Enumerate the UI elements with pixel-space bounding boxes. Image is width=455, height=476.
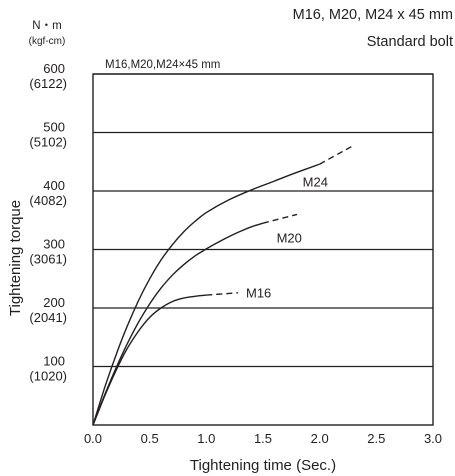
x-tick-labels: 0.0 0.5 1.0 1.5 2.0 2.5 3.0 [84, 431, 442, 446]
chart-title-line1: M16, M20, M24 x 45 mm [293, 7, 453, 23]
x-axis-label: Tightening time (Sec.) [190, 457, 336, 474]
series-line-m16 [92, 294, 207, 426]
series-line-m20 [92, 222, 264, 426]
series-line-m24 [92, 163, 320, 426]
y-axis-label: Tightening torque [7, 200, 24, 316]
chart-title-line2: Standard bolt [367, 34, 453, 50]
series-label-m20: M20 [277, 230, 302, 245]
chart-inner-title: M16,M20,M24×45 mm [105, 59, 220, 71]
x-tick-label: 2.0 [311, 431, 329, 446]
series-label-m16: M16 [246, 285, 271, 300]
series-dashed-m16 [206, 292, 239, 296]
y-tick-label: 600 [43, 61, 65, 76]
y-tick-label: 200 [43, 295, 65, 310]
y-tick-sublabel: (4082) [29, 193, 67, 208]
x-tick-label: 2.5 [367, 431, 385, 446]
x-tick-label: 0.0 [84, 431, 102, 446]
series-dashed-m20 [262, 213, 298, 224]
y-tick-sublabel: (6122) [29, 76, 67, 91]
series-lines [92, 144, 355, 426]
x-tick-label: 0.5 [141, 431, 159, 446]
y-tick-label: 500 [43, 120, 65, 135]
plot-frame [92, 73, 434, 426]
y-tick-labels: 100(1020)200(2041)300(3061)400(4082)500(… [29, 61, 67, 384]
grid-lines [93, 73, 433, 368]
series-label-m24: M24 [303, 174, 328, 189]
x-tick-label: 1.0 [197, 431, 215, 446]
y-unit-primary: N・m [32, 20, 61, 32]
series-dashed-m24 [319, 144, 355, 165]
series-labels: M24 M20 M16 [246, 174, 328, 300]
y-tick-label: 400 [43, 178, 65, 193]
x-tick-label: 1.5 [254, 431, 272, 446]
y-tick-sublabel: (5102) [29, 135, 67, 150]
y-tick-sublabel: (3061) [29, 252, 67, 267]
x-tick-label: 3.0 [424, 431, 442, 446]
y-tick-sublabel: (2041) [29, 310, 67, 325]
y-unit-secondary: (kgf-cm) [29, 36, 66, 47]
y-tick-sublabel: (1020) [29, 369, 67, 384]
y-tick-label: 100 [43, 354, 65, 369]
y-tick-label: 300 [43, 237, 65, 252]
